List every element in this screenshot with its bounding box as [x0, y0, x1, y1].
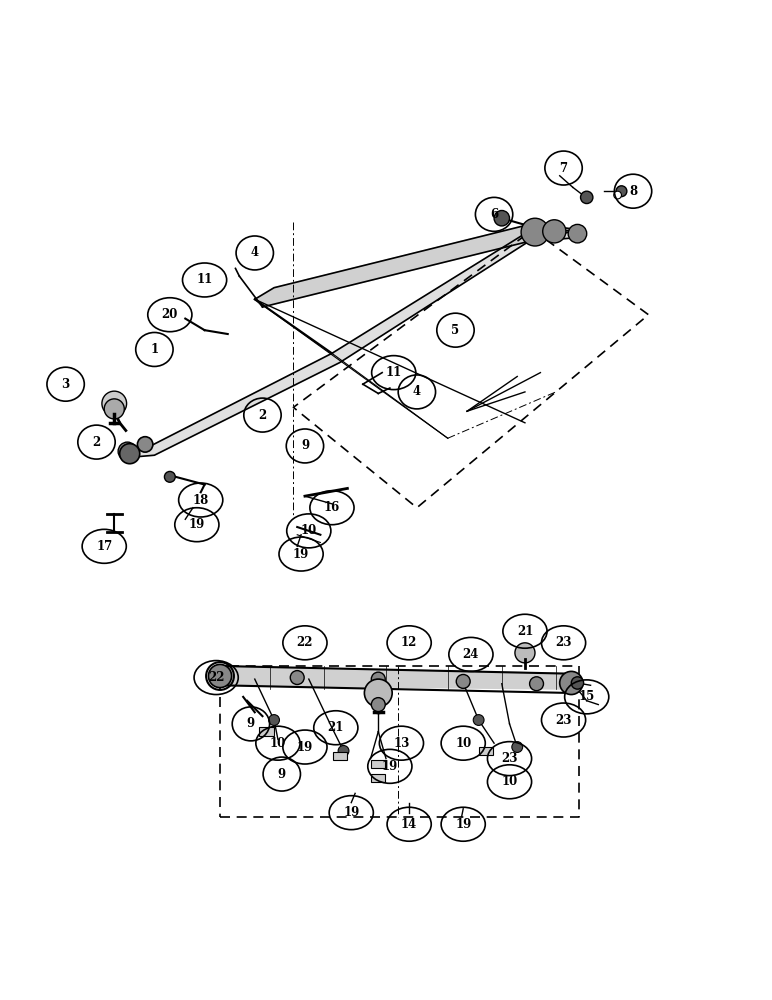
Circle shape — [164, 471, 175, 482]
Bar — [371, 760, 385, 768]
Text: 7: 7 — [560, 162, 567, 175]
Circle shape — [614, 191, 621, 199]
Bar — [479, 747, 493, 755]
Circle shape — [338, 745, 349, 756]
Circle shape — [371, 672, 385, 686]
Bar — [333, 752, 347, 760]
Text: 15: 15 — [578, 690, 595, 703]
Text: 24: 24 — [462, 648, 479, 661]
Text: 11: 11 — [196, 273, 213, 286]
Text: 19: 19 — [455, 818, 472, 831]
Circle shape — [560, 671, 583, 695]
Text: 10: 10 — [269, 737, 286, 750]
Circle shape — [118, 442, 137, 461]
Circle shape — [512, 742, 523, 752]
Circle shape — [581, 191, 593, 204]
Text: 22: 22 — [296, 636, 313, 649]
Circle shape — [208, 664, 232, 688]
Text: 21: 21 — [516, 625, 533, 638]
Bar — [371, 774, 385, 782]
Text: 23: 23 — [555, 714, 572, 727]
Text: 23: 23 — [555, 636, 572, 649]
Circle shape — [616, 186, 627, 197]
Text: 9: 9 — [247, 717, 255, 730]
Circle shape — [290, 671, 304, 685]
Text: 17: 17 — [96, 540, 113, 553]
Text: 4: 4 — [251, 246, 259, 259]
Text: 8: 8 — [629, 185, 637, 198]
Polygon shape — [220, 666, 571, 689]
Text: 12: 12 — [401, 636, 418, 649]
Circle shape — [137, 437, 153, 452]
Circle shape — [104, 399, 124, 419]
Circle shape — [494, 211, 510, 226]
Text: 19: 19 — [293, 548, 310, 561]
Text: 1: 1 — [151, 343, 158, 356]
Text: 11: 11 — [385, 366, 402, 379]
Text: 10: 10 — [455, 737, 472, 750]
Circle shape — [371, 698, 385, 712]
Text: 19: 19 — [381, 760, 398, 773]
Circle shape — [102, 391, 127, 416]
Text: 2: 2 — [93, 436, 100, 449]
Circle shape — [568, 224, 587, 243]
Text: 20: 20 — [161, 308, 178, 321]
Circle shape — [521, 218, 549, 246]
Text: 6: 6 — [490, 208, 498, 221]
Circle shape — [571, 677, 584, 689]
Text: 21: 21 — [327, 721, 344, 734]
Text: 19: 19 — [343, 806, 360, 819]
Circle shape — [530, 677, 543, 691]
Circle shape — [473, 715, 484, 725]
Circle shape — [269, 715, 279, 725]
Circle shape — [120, 444, 140, 464]
Text: 4: 4 — [413, 385, 421, 398]
Text: 13: 13 — [393, 737, 410, 750]
Text: 22: 22 — [208, 671, 225, 684]
Polygon shape — [255, 224, 579, 307]
Text: 5: 5 — [452, 324, 459, 337]
Text: 14: 14 — [401, 818, 418, 831]
Text: 3: 3 — [62, 378, 69, 391]
Text: 9: 9 — [278, 768, 286, 781]
Text: 9: 9 — [301, 439, 309, 452]
Text: 10: 10 — [501, 775, 518, 788]
Circle shape — [515, 643, 535, 663]
Text: 19: 19 — [188, 518, 205, 531]
Bar — [259, 727, 274, 736]
Circle shape — [456, 674, 470, 688]
Polygon shape — [127, 230, 579, 458]
Text: 16: 16 — [323, 501, 340, 514]
Text: 10: 10 — [300, 524, 317, 537]
Text: 19: 19 — [296, 741, 313, 754]
Circle shape — [364, 679, 392, 707]
Text: 2: 2 — [259, 409, 266, 422]
Text: 18: 18 — [192, 493, 209, 506]
Text: 23: 23 — [501, 752, 518, 765]
Circle shape — [543, 220, 566, 243]
